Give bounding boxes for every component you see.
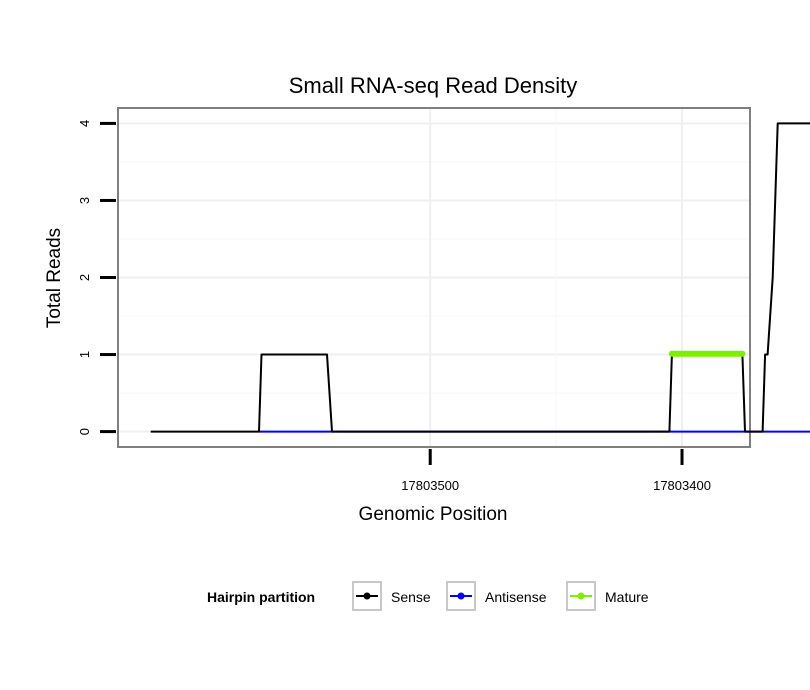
y-tick-label-2: 2 — [77, 274, 92, 281]
x-tick-label-17803400: 17803400 — [653, 478, 711, 493]
y-tick-label-0: 0 — [77, 428, 92, 435]
y-tick-label-4: 4 — [77, 120, 92, 127]
x-axis: 17803500 17803400 — [401, 449, 711, 493]
x-tick-label-17803500: 17803500 — [401, 478, 459, 493]
y-tick-label-3: 3 — [77, 197, 92, 204]
y-tick-label-1: 1 — [77, 351, 92, 358]
plot-panel — [117, 107, 751, 448]
legend: Hairpin partition Sense Antisense Mature — [0, 578, 810, 618]
grid — [118, 108, 750, 447]
series-line-sense — [150, 122, 810, 433]
series-layer — [150, 122, 810, 433]
legend-key-mature — [566, 581, 596, 611]
y-axis-label: Total Reads — [44, 228, 65, 328]
legend-key-antisense — [446, 581, 476, 611]
legend-label-sense: Sense — [391, 589, 431, 605]
legend-swatch-point — [577, 592, 585, 600]
legend-key-sense — [352, 581, 382, 611]
legend-title: Hairpin partition — [207, 589, 316, 605]
legend-swatch-point — [457, 592, 465, 600]
chart-title: Small RNA-seq Read Density — [289, 73, 578, 98]
y-axis: 0 1 2 3 4 — [77, 120, 116, 435]
x-axis-label: Genomic Position — [359, 504, 508, 525]
legend-label-antisense: Antisense — [485, 589, 547, 605]
legend-swatch-point — [363, 592, 371, 600]
legend-label-mature: Mature — [605, 589, 649, 605]
